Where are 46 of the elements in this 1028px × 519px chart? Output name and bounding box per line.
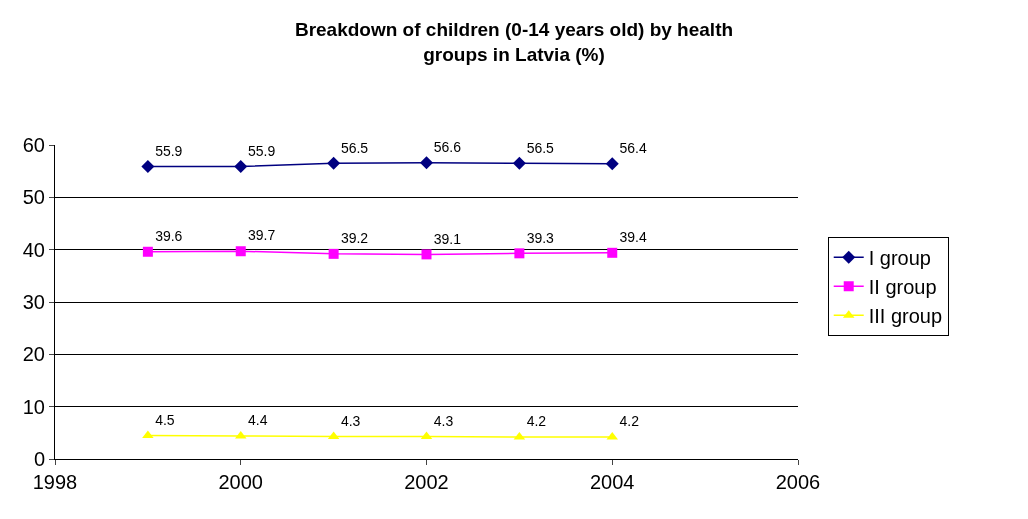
data-label: 39.7 bbox=[248, 227, 276, 244]
data-label: 56.4 bbox=[619, 140, 647, 157]
data-label: 56.6 bbox=[433, 139, 462, 156]
x-tick-label: 2000 bbox=[218, 471, 263, 493]
data-label: 4.2 bbox=[526, 413, 547, 430]
point bbox=[141, 159, 155, 173]
legend-label: I group bbox=[868, 247, 931, 270]
data-label: 4.3 bbox=[433, 412, 454, 429]
data-label: 4.2 bbox=[619, 413, 640, 430]
point bbox=[234, 159, 248, 173]
point bbox=[512, 156, 526, 170]
x-tick-label: 2006 bbox=[775, 471, 821, 493]
data-label: 4.3 bbox=[340, 412, 361, 429]
x-tick-label: 2002 bbox=[404, 471, 449, 493]
data-label: 4.4 bbox=[248, 412, 268, 429]
data-label: 56.5 bbox=[526, 139, 555, 156]
y-tick-label: 10 bbox=[22, 395, 45, 418]
y-tick-label: 0 bbox=[33, 448, 45, 470]
point bbox=[607, 247, 618, 258]
point bbox=[605, 157, 619, 171]
y-tick-label: 30 bbox=[22, 291, 45, 313]
chart-title: Breakdown of children (0-14 years old) by health groups in Latvia (%) bbox=[294, 19, 734, 66]
point bbox=[328, 248, 339, 259]
point bbox=[142, 246, 153, 257]
data-label: 55.9 bbox=[155, 142, 183, 159]
data-label: 56.5 bbox=[340, 139, 369, 156]
y-tick-label: 20 bbox=[22, 343, 45, 366]
data-label: 39.2 bbox=[340, 230, 369, 247]
point bbox=[421, 249, 432, 260]
point bbox=[420, 156, 433, 170]
data-label: 55.9 bbox=[248, 142, 276, 159]
point bbox=[327, 156, 341, 170]
y-tick-label: 40 bbox=[22, 238, 45, 261]
data-label: 39.1 bbox=[433, 230, 462, 247]
x-tick-label: 2004 bbox=[590, 471, 635, 493]
data-label: 4.5 bbox=[155, 411, 175, 428]
point bbox=[235, 246, 246, 257]
y-tick-label: 60 bbox=[22, 134, 45, 156]
data-label: 39.6 bbox=[155, 228, 183, 245]
legend-label: II group bbox=[868, 276, 937, 299]
y-tick-label: 50 bbox=[22, 186, 45, 209]
point bbox=[514, 248, 525, 259]
data-label: 39.4 bbox=[619, 229, 647, 246]
x-tick-label: 1998 bbox=[32, 471, 78, 493]
data-label: 39.3 bbox=[526, 229, 555, 246]
legend-label: III group bbox=[868, 305, 943, 328]
